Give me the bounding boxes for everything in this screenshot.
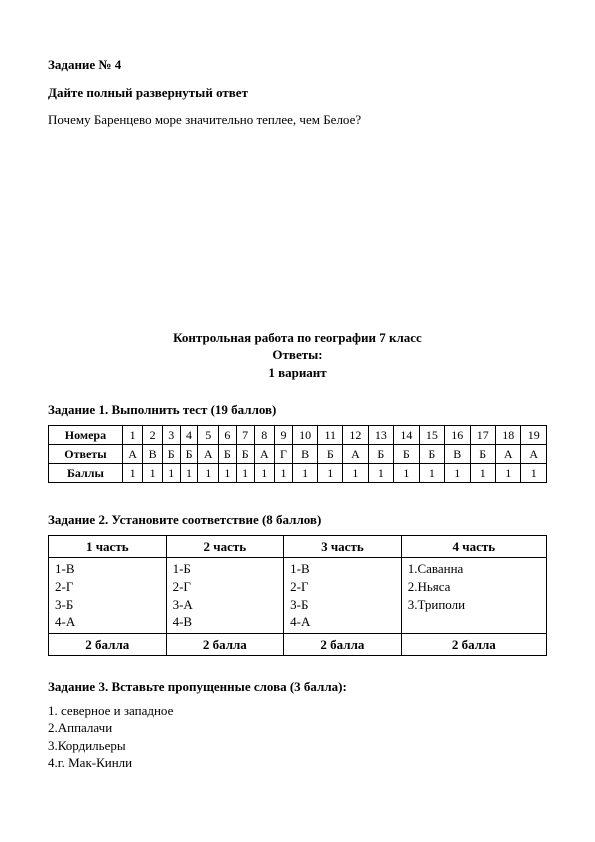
task2-footer-row: 2 балла 2 балла 2 балла 2 балла: [49, 633, 547, 656]
table-cell: Г: [275, 445, 293, 464]
table-cell: А: [521, 445, 547, 464]
document-page: Задание № 4 Дайте полный развернутый отв…: [0, 0, 595, 812]
table-cell: 12: [343, 425, 368, 444]
task3-list: 1. северное и западное 2.Аппалачи 3.Корд…: [48, 702, 547, 772]
task3-item: 4.г. Мак-Кинли: [48, 754, 547, 772]
table-cell: 1: [198, 464, 218, 483]
task1-table: Номера 1 2 3 4 5 6 7 8 9 10 11 12 13 14 …: [48, 425, 547, 484]
table-cell: 11: [318, 425, 343, 444]
main-title-3: 1 вариант: [48, 364, 547, 382]
table-cell: 3: [162, 425, 180, 444]
table-cell: 1: [495, 464, 520, 483]
task1-answers-label: Ответы: [49, 445, 123, 464]
table-cell: 1: [368, 464, 393, 483]
table-cell: А: [343, 445, 368, 464]
table-cell: В: [292, 445, 317, 464]
table-cell: 6: [218, 425, 236, 444]
table-cell: 10: [292, 425, 317, 444]
table-cell: 9: [275, 425, 293, 444]
table-cell: Б: [419, 445, 444, 464]
task1-row-numbers: Номера 1 2 3 4 5 6 7 8 9 10 11 12 13 14 …: [49, 425, 547, 444]
table-cell: 1: [180, 464, 198, 483]
task2-header: 1 часть: [49, 535, 167, 558]
task1-numbers-label: Номера: [49, 425, 123, 444]
table-cell: А: [495, 445, 520, 464]
table-cell: 1: [343, 464, 368, 483]
task2-header: 4 часть: [401, 535, 546, 558]
task4-instruction: Дайте полный развернутый ответ: [48, 84, 547, 102]
task2-footer: 2 балла: [284, 633, 402, 656]
task4-heading: Задание № 4: [48, 56, 547, 74]
table-cell: 1: [236, 464, 254, 483]
table-cell: 1: [122, 464, 142, 483]
table-cell: 4: [180, 425, 198, 444]
table-cell: 2: [143, 425, 162, 444]
task2-col3: 1-В 2-Г 3-Б 4-А: [284, 558, 402, 633]
task1-points-label: Баллы: [49, 464, 123, 483]
table-cell: 1: [218, 464, 236, 483]
table-cell: 1: [445, 464, 470, 483]
task3-item: 3.Кордильеры: [48, 737, 547, 755]
table-cell: Б: [318, 445, 343, 464]
task1-row-points: Баллы 1 1 1 1 1 1 1 1 1 1 1 1 1 1 1 1 1 …: [49, 464, 547, 483]
table-cell: В: [445, 445, 470, 464]
task2-header: 3 часть: [284, 535, 402, 558]
table-cell: 1: [318, 464, 343, 483]
table-cell: 13: [368, 425, 393, 444]
table-cell: 14: [394, 425, 419, 444]
task2-footer: 2 балла: [166, 633, 284, 656]
table-cell: А: [122, 445, 142, 464]
table-cell: 5: [198, 425, 218, 444]
task2-heading: Задание 2. Установите соответствие (8 ба…: [48, 511, 547, 529]
task2-table: 1 часть 2 часть 3 часть 4 часть 1-В 2-Г …: [48, 535, 547, 656]
task1-heading: Задание 1. Выполнить тест (19 баллов): [48, 401, 547, 419]
task3-item: 2.Аппалачи: [48, 719, 547, 737]
task2-body-row: 1-В 2-Г 3-Б 4-А 1-Б 2-Г 3-А 4-В 1-В 2-Г …: [49, 558, 547, 633]
table-cell: Б: [180, 445, 198, 464]
table-cell: А: [198, 445, 218, 464]
table-cell: 1: [521, 464, 547, 483]
task2-col4: 1.Саванна 2.Ньяса 3.Триполи: [401, 558, 546, 633]
table-cell: 1: [275, 464, 293, 483]
table-cell: Б: [236, 445, 254, 464]
task2-header: 2 часть: [166, 535, 284, 558]
task1-row-answers: Ответы А В Б Б А Б Б А Г В Б А Б Б Б В Б…: [49, 445, 547, 464]
table-cell: 1: [122, 425, 142, 444]
table-cell: Б: [368, 445, 393, 464]
table-cell: Б: [162, 445, 180, 464]
table-cell: 1: [254, 464, 274, 483]
table-cell: 1: [162, 464, 180, 483]
table-cell: 19: [521, 425, 547, 444]
task3-heading: Задание 3. Вставьте пропущенные слова (3…: [48, 678, 547, 696]
table-cell: Б: [470, 445, 495, 464]
task3-item: 1. северное и западное: [48, 702, 547, 720]
table-cell: 1: [394, 464, 419, 483]
task4-question: Почему Баренцево море значительно теплее…: [48, 111, 547, 129]
table-cell: В: [143, 445, 162, 464]
main-title-1: Контрольная работа по географии 7 класс: [48, 329, 547, 347]
table-cell: 16: [445, 425, 470, 444]
task2-footer: 2 балла: [401, 633, 546, 656]
task2-footer: 2 балла: [49, 633, 167, 656]
table-cell: А: [254, 445, 274, 464]
table-cell: 1: [292, 464, 317, 483]
table-cell: Б: [394, 445, 419, 464]
main-title-2: Ответы:: [48, 346, 547, 364]
table-cell: 17: [470, 425, 495, 444]
table-cell: 15: [419, 425, 444, 444]
table-cell: 18: [495, 425, 520, 444]
task2-header-row: 1 часть 2 часть 3 часть 4 часть: [49, 535, 547, 558]
task2-col2: 1-Б 2-Г 3-А 4-В: [166, 558, 284, 633]
task2-col1: 1-В 2-Г 3-Б 4-А: [49, 558, 167, 633]
table-cell: 7: [236, 425, 254, 444]
table-cell: 8: [254, 425, 274, 444]
table-cell: 1: [419, 464, 444, 483]
table-cell: Б: [218, 445, 236, 464]
table-cell: 1: [470, 464, 495, 483]
table-cell: 1: [143, 464, 162, 483]
